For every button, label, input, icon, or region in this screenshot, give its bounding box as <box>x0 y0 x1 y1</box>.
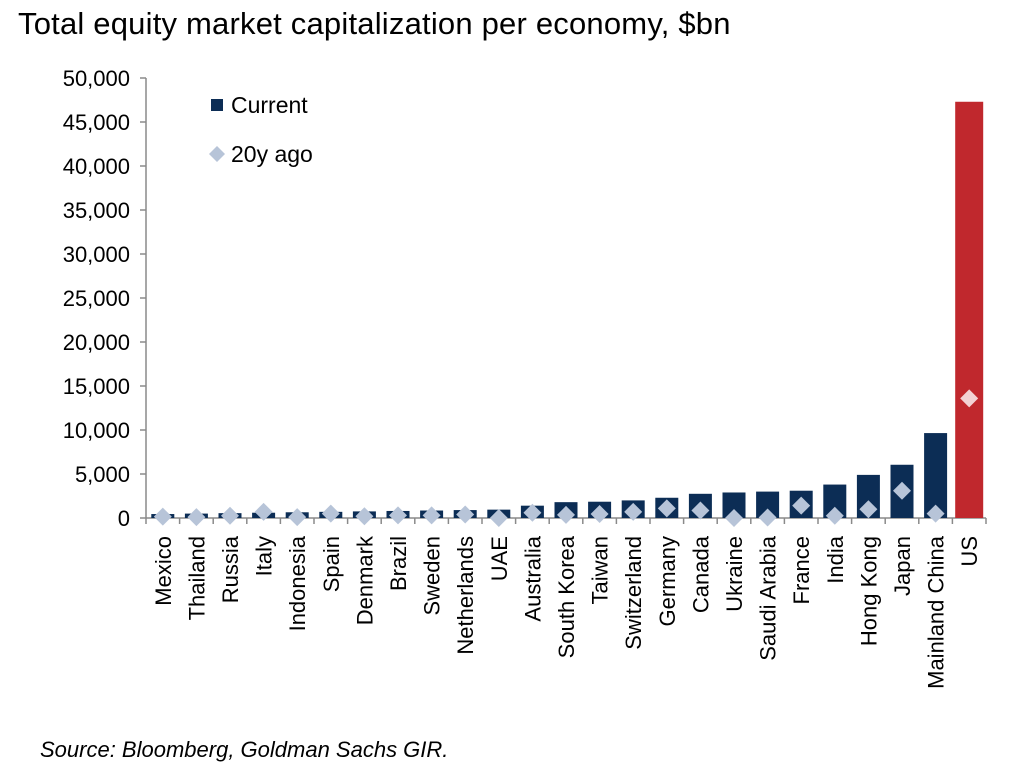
x-tick-label: South Korea <box>554 535 579 658</box>
marker-japan <box>893 481 911 500</box>
y-tick-label: 10,000 <box>63 418 130 443</box>
y-tick-label: 5,000 <box>75 462 130 487</box>
y-tick-label: 30,000 <box>63 242 130 267</box>
x-tick-label: Russia <box>218 535 243 603</box>
x-tick-label: Germany <box>655 536 680 626</box>
marker-thailand <box>187 508 206 527</box>
x-tick-label: Hong Kong <box>856 536 881 646</box>
y-tick-label: 15,000 <box>63 374 130 399</box>
bar-us <box>955 101 984 518</box>
x-tick-label: Japan <box>890 536 915 596</box>
marker-ukraine <box>725 509 743 527</box>
y-tick-label: 20,000 <box>63 330 130 355</box>
x-tick-label: Taiwan <box>588 536 613 604</box>
marker-france <box>792 496 811 515</box>
x-tick-label: Saudi Arabia <box>756 535 781 661</box>
x-tick-label: Switzerland <box>621 536 646 650</box>
x-tick-label: Denmark <box>352 535 377 625</box>
y-tick-label: 50,000 <box>63 66 130 91</box>
marker-mexico <box>153 507 172 526</box>
marker-us <box>960 389 979 408</box>
x-tick-label: India <box>823 535 848 583</box>
x-tick-label: Canada <box>688 535 713 613</box>
bar-ukraine <box>722 492 746 518</box>
marker-spain <box>321 504 340 523</box>
y-tick-label: 0 <box>118 506 130 531</box>
x-tick-label: Mexico <box>151 536 176 606</box>
x-tick-label: US <box>957 536 982 567</box>
y-tick-label: 35,000 <box>63 198 130 223</box>
marker-russia <box>221 506 239 525</box>
marker-brazil <box>389 506 407 525</box>
x-tick-label: Mainland China <box>924 535 949 689</box>
marker-italy <box>254 502 273 521</box>
bar-india <box>823 484 847 518</box>
x-tick-label: France <box>789 536 814 604</box>
x-tick-label: Thailand <box>184 536 209 620</box>
x-tick-label: Sweden <box>420 536 445 616</box>
marker-saudi-arabia <box>758 508 777 527</box>
legend-swatch-current <box>211 99 223 111</box>
marker-canada <box>691 501 710 520</box>
markers-20y-ago <box>153 389 979 527</box>
source-note: Source: Bloomberg, Goldman Sachs GIR. <box>40 737 449 762</box>
marker-sweden <box>422 506 441 525</box>
legend-label-current: Current <box>231 92 308 118</box>
marker-hong-kong <box>859 500 878 519</box>
x-axis-labels: Mexico Thailand Russia Italy Indonesia Spain D… <box>151 535 982 689</box>
chart-title: Total equity market capitalization per e… <box>18 6 731 41</box>
y-tick-label: 25,000 <box>63 286 130 311</box>
marker-denmark <box>355 507 374 526</box>
marker-indonesia <box>288 508 307 527</box>
marker-taiwan <box>590 505 609 524</box>
y-tick-label: 40,000 <box>63 154 130 179</box>
marker-netherlands <box>456 505 475 524</box>
legend-swatch-20y-ago <box>209 146 225 162</box>
x-tick-label: Indonesia <box>285 535 310 631</box>
bar-saudi-arabia <box>756 491 780 518</box>
marker-india <box>825 506 844 525</box>
x-tick-label: Italy <box>252 536 277 576</box>
x-tick-label: Australia <box>520 535 545 621</box>
bar-mainland-china <box>924 433 948 518</box>
x-tick-label: Ukraine <box>722 536 747 612</box>
x-tick-label: Spain <box>319 536 344 592</box>
y-tick-label: 45,000 <box>63 110 130 135</box>
x-tick-label: Netherlands <box>453 536 478 655</box>
marker-australia <box>523 503 542 522</box>
chart-axes: 0 5,000 10,000 15,000 20,000 25,000 30,000 35,0… <box>63 66 987 531</box>
marker-switzerland <box>624 502 643 521</box>
marker-germany <box>657 499 676 518</box>
legend-label-20y-ago: 20y ago <box>231 141 313 167</box>
marker-mainland-china <box>926 504 945 523</box>
x-tick-label: Brazil <box>386 536 411 591</box>
legend: Current 20y ago <box>209 92 313 167</box>
marker-south-korea <box>557 505 575 524</box>
x-tick-label: UAE <box>487 536 512 581</box>
marker-uae <box>489 509 508 527</box>
